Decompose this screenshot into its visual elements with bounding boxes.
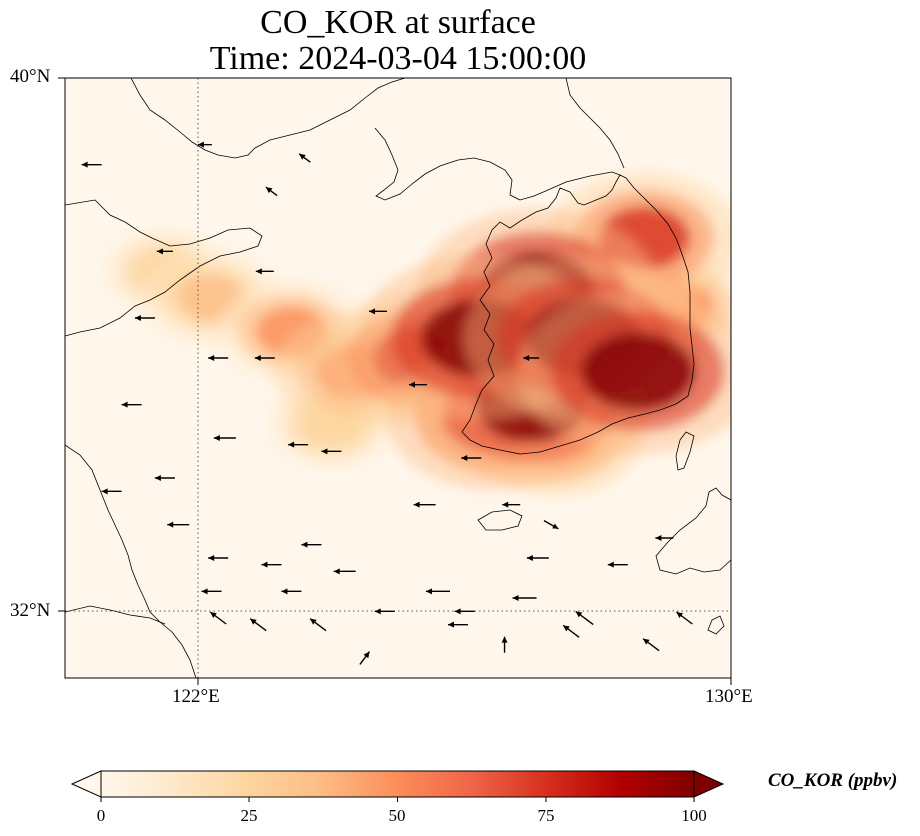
wind-arrow — [101, 488, 122, 495]
wind-arrow — [675, 611, 693, 625]
map-frame — [64, 77, 732, 679]
wind-arrow — [197, 141, 212, 148]
wind-arrow — [288, 441, 309, 448]
coastline-china-north — [65, 199, 263, 337]
wind-arrow — [201, 588, 222, 595]
wind-arrow — [501, 636, 508, 653]
japan-islet — [707, 615, 725, 635]
wind-arrow — [301, 541, 322, 548]
lat-label-40n: 40°N — [10, 66, 51, 87]
axis-ticks — [58, 77, 732, 685]
wind-arrow — [309, 618, 327, 632]
wind-arrow — [255, 268, 274, 275]
colorbar-tick-label-50: 50 — [388, 806, 406, 825]
wind-arrow — [321, 448, 342, 455]
japan-kyushu — [655, 487, 731, 575]
coastline-korea — [461, 174, 695, 455]
map-title-line-2: Time: 2024-03-04 15:00:00 — [209, 40, 587, 77]
wind-arrow — [254, 355, 275, 361]
tsushima-island — [675, 431, 695, 471]
wind-arrow — [655, 535, 674, 541]
wind-arrow — [461, 455, 482, 461]
colorbar — [70, 770, 725, 802]
wind-arrow — [523, 355, 540, 361]
wind-arrow — [134, 315, 155, 321]
wind-arrow — [447, 621, 468, 628]
colorbar-extend-low — [70, 770, 102, 798]
wind-arrow — [154, 475, 175, 481]
wind-arrow — [265, 186, 278, 197]
colorbar-tick-label-0: 0 — [96, 806, 106, 825]
wind-vectors — [81, 141, 693, 665]
co-concentration-field — [102, 171, 731, 497]
wind-arrow — [543, 520, 559, 530]
coastline-north-korea-east — [565, 78, 625, 169]
wind-arrow — [642, 638, 660, 652]
gridlines — [65, 78, 731, 678]
wind-arrow — [526, 555, 549, 561]
wind-arrow — [121, 401, 142, 408]
colorbar-label: CO_KOR (ppbv) — [768, 770, 898, 791]
wind-arrow — [454, 608, 475, 615]
wind-arrow — [425, 588, 450, 595]
wind-arrow — [213, 435, 236, 441]
colorbar-tick-label-25: 25 — [240, 806, 258, 825]
colorbar-tick-label-75: 75 — [537, 806, 555, 825]
lon-label-122e: 122°E — [172, 686, 220, 707]
wind-arrow — [562, 624, 580, 638]
concentration-blob — [580, 332, 695, 411]
wind-arrow — [369, 308, 388, 315]
map-title-line-1: CO_KOR at surface — [260, 4, 536, 41]
coastline-liaodong-peninsula — [374, 127, 621, 201]
wind-arrow — [374, 608, 395, 615]
coastline-yangtze — [65, 605, 166, 625]
wind-arrow — [359, 651, 371, 665]
lon-label-130e: 130°E — [705, 686, 753, 707]
coastlines — [65, 78, 731, 678]
wind-arrow — [156, 248, 173, 255]
colorbar-bar — [100, 770, 695, 798]
coastline-liaodong — [130, 78, 406, 159]
wind-arrow — [413, 501, 436, 508]
wind-arrow — [249, 618, 267, 632]
wind-arrow — [261, 561, 282, 568]
wind-arrow — [298, 153, 311, 163]
wind-arrow — [281, 588, 302, 595]
wind-arrow — [512, 595, 537, 601]
coastline-china-south — [65, 444, 197, 678]
wind-arrow — [81, 161, 102, 168]
lat-label-32n: 32°N — [10, 600, 51, 621]
colorbar-ticks — [100, 797, 695, 802]
wind-arrow — [607, 561, 628, 568]
colorbar-extend-high — [693, 770, 725, 798]
wind-arrow — [408, 381, 427, 388]
jeju-island — [477, 509, 523, 531]
wind-arrow — [502, 501, 521, 508]
wind-arrow — [208, 355, 229, 361]
wind-arrow — [167, 521, 190, 528]
wind-arrow — [333, 568, 356, 575]
wind-arrow — [208, 555, 229, 561]
colorbar-tick-label-100: 100 — [681, 806, 707, 825]
wind-arrow — [209, 611, 227, 625]
map-plot — [58, 77, 732, 685]
wind-arrow — [575, 610, 594, 626]
